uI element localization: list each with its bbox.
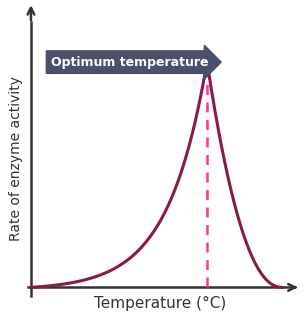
X-axis label: Temperature (°C): Temperature (°C) (94, 296, 227, 311)
Text: Optimum temperature: Optimum temperature (51, 56, 209, 68)
Y-axis label: Rate of enzyme activity: Rate of enzyme activity (9, 76, 22, 242)
